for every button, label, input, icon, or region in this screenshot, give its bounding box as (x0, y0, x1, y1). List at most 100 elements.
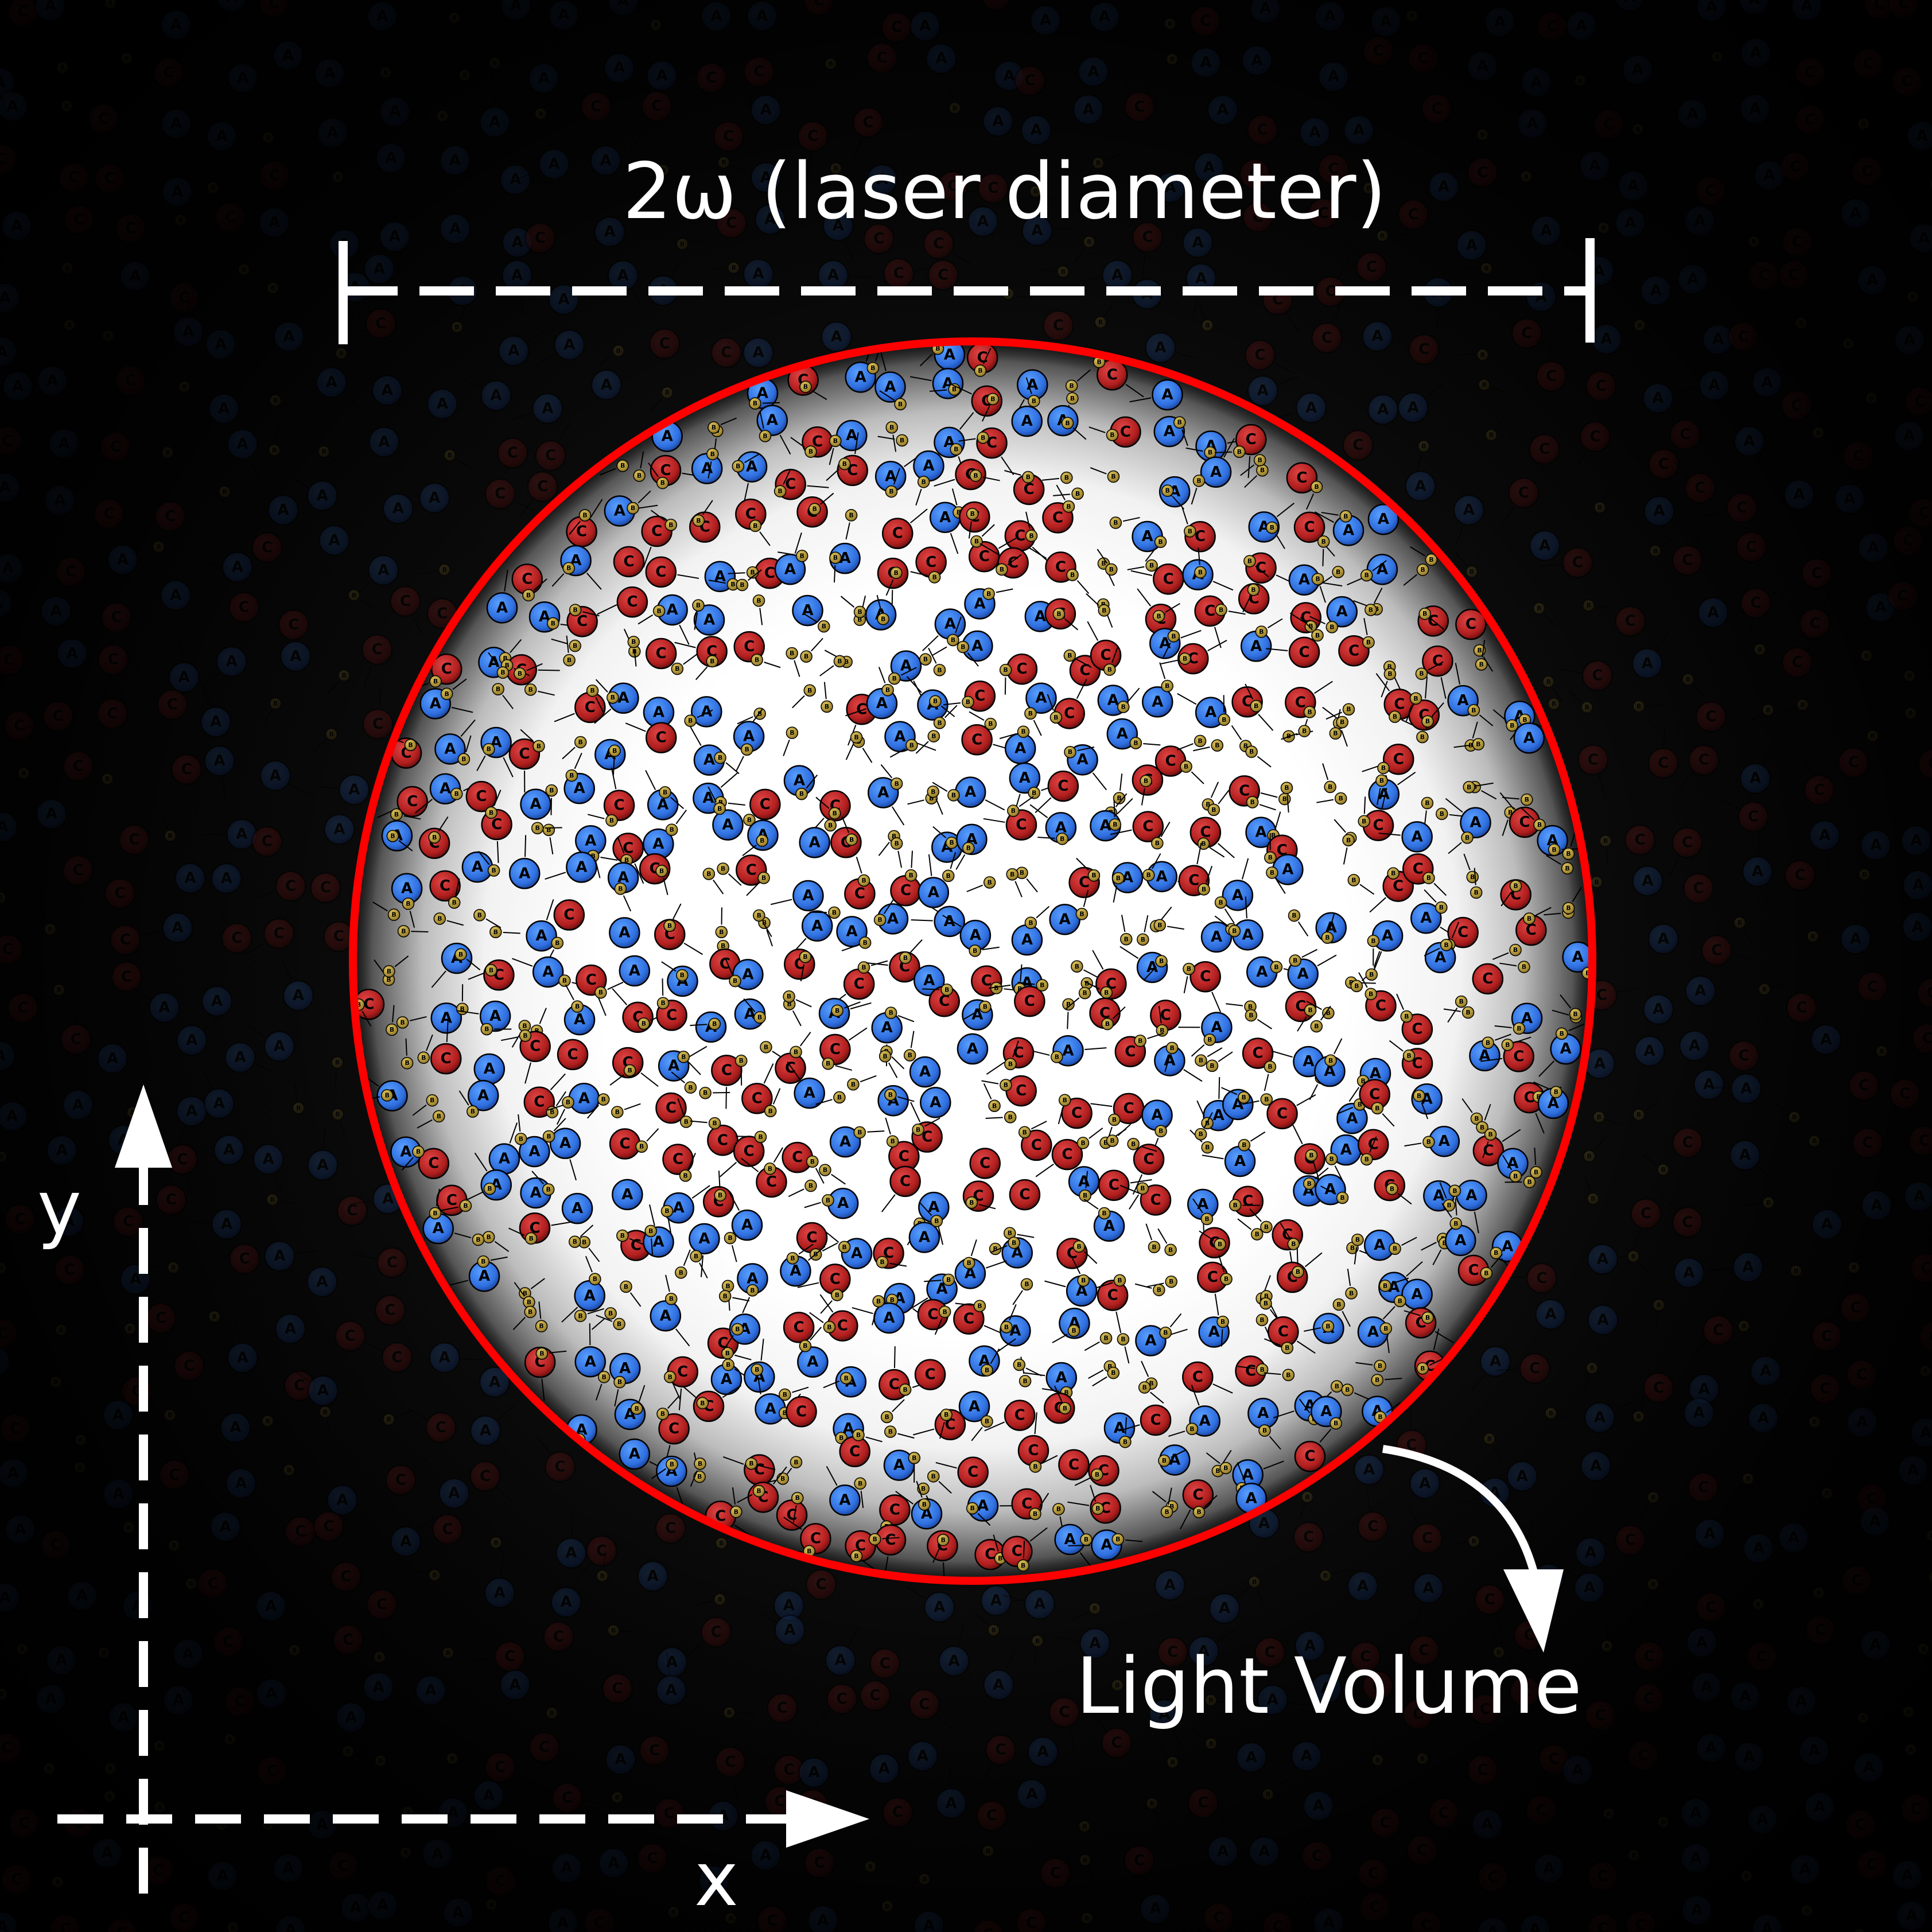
particle-letter: B (1417, 1092, 1421, 1099)
particle-letter: B (1198, 569, 1203, 576)
particle-letter: A (1078, 1173, 1090, 1190)
particle-letter: C (655, 563, 666, 581)
particle-letter: B (923, 656, 928, 663)
particle-a: A (1012, 925, 1042, 955)
particle-letter: B (1268, 1063, 1272, 1071)
particle-letter: B (481, 1258, 485, 1265)
particle-letter: B (1362, 818, 1366, 825)
particle-letter: B (1080, 1139, 1085, 1146)
particle-letter: B (761, 874, 766, 882)
particle-letter: B (667, 922, 672, 930)
particle-letter: A (621, 1186, 633, 1203)
particle-letter: B (535, 825, 539, 832)
particle-letter: C (974, 687, 985, 705)
particle-letter: A (742, 966, 753, 983)
particle-letter: C (744, 638, 755, 655)
particle-letter: B (562, 977, 567, 985)
particle-letter: A (1234, 1153, 1246, 1170)
particle-letter: B (1121, 703, 1126, 710)
particle-letter: B (406, 900, 410, 908)
particle-letter: C (1204, 602, 1215, 620)
particle-letter: C (1195, 528, 1206, 545)
particle-letter: B (1064, 474, 1069, 481)
particle-letter: B (1109, 566, 1114, 573)
particle-letter: C (1107, 1286, 1118, 1304)
particle-letter: C (1071, 1105, 1082, 1122)
particle-letter: B (1325, 934, 1330, 942)
particle-letter: B (1210, 1062, 1214, 1070)
particle-a: A (612, 1180, 642, 1210)
particle-letter: A (900, 658, 912, 675)
particle-letter: C (971, 731, 982, 748)
particle-letter: B (1330, 623, 1334, 631)
particle-letter: B (1138, 1037, 1142, 1044)
particle-letter: C (1008, 554, 1019, 572)
particle-letter: A (629, 962, 640, 979)
particle-letter: B (970, 510, 974, 518)
particle-letter: B (907, 1052, 912, 1059)
particle-letter: B (823, 1167, 827, 1174)
particle-letter: B (753, 522, 757, 530)
particle-letter: B (1232, 927, 1237, 935)
particle-letter: B (951, 636, 955, 644)
particle-letter: B (1008, 1230, 1012, 1237)
velocity-arrow (662, 978, 663, 996)
particle-letter: B (664, 1207, 669, 1215)
particle-letter: A (855, 368, 866, 386)
particle-letter: B (458, 951, 463, 958)
velocity-arrow (1005, 678, 1006, 695)
particle-letter: A (401, 880, 413, 897)
particle-letter: B (1257, 457, 1262, 464)
particle-letter: C (656, 729, 667, 747)
particle-letter: B (582, 512, 587, 519)
particle-letter: C (1144, 1150, 1154, 1168)
particle-letter: B (1159, 1128, 1163, 1135)
particle-a: A (837, 421, 866, 450)
particle-letter: A (1205, 704, 1216, 721)
particle-a: A (1012, 406, 1042, 436)
particle-letter: A (1076, 751, 1088, 768)
particle-letter: C (1142, 818, 1153, 835)
particle-letter: B (978, 367, 982, 375)
particle-letter: B (718, 754, 722, 761)
particle-letter: B (760, 837, 764, 845)
particle-letter: B (1097, 358, 1101, 366)
particle-letter: A (1164, 1052, 1175, 1069)
particle-letter: A (484, 1060, 495, 1078)
particle-letter: A (536, 927, 547, 944)
particle-letter: B (1102, 607, 1106, 614)
particle-letter: B (1155, 839, 1160, 847)
particle-letter: B (1104, 989, 1109, 996)
particle-letter: B (1537, 821, 1542, 829)
particle-letter: B (842, 1243, 846, 1251)
particle-letter: C (764, 565, 775, 582)
particle-letter: A (767, 412, 778, 429)
particle-letter: A (1211, 928, 1222, 946)
particle-letter: C (1109, 1177, 1119, 1194)
particle-letter: B (1479, 660, 1483, 668)
particle-letter: B (493, 928, 498, 936)
particle-letter: C (672, 1150, 683, 1168)
particle-letter: A (542, 963, 554, 981)
particle-letter: B (790, 729, 794, 737)
particle-letter: A (703, 612, 715, 629)
particle-letter: A (653, 703, 664, 721)
particle-c: C (750, 790, 780, 819)
particle-letter: C (363, 996, 374, 1013)
particle-letter: B (1076, 1243, 1081, 1250)
particle-letter: A (572, 1200, 583, 1217)
particle-letter: B (1413, 695, 1418, 702)
particle-a: A (913, 451, 943, 481)
particle-letter: B (1032, 397, 1036, 405)
particle-letter: B (916, 1126, 920, 1133)
particle-letter: B (894, 780, 899, 787)
particle-letter: A (1035, 608, 1046, 625)
particle-letter: B (1471, 706, 1476, 714)
particle-letter: B (750, 1286, 755, 1294)
particle-letter: C (1064, 705, 1075, 722)
particle-a: A (800, 827, 830, 857)
particle-letter: A (851, 1245, 862, 1262)
particle-letter: B (1144, 778, 1148, 785)
particle-letter: A (479, 1268, 490, 1285)
particle-letter: A (657, 796, 668, 813)
